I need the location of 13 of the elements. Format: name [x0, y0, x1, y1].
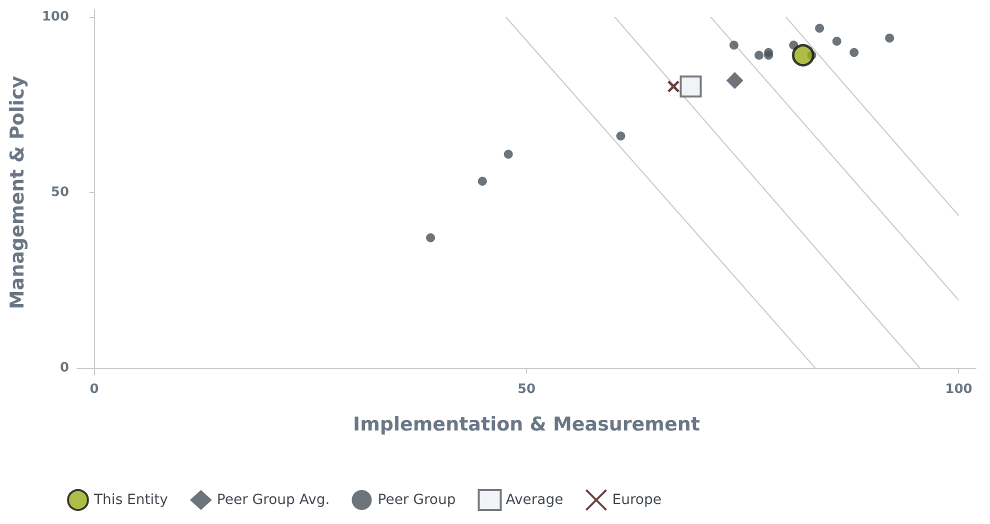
legend-label: This Entity: [93, 492, 168, 508]
legend-label: Peer Group: [378, 492, 456, 508]
y-tick-label: 100: [42, 10, 69, 25]
legend-label: Average: [506, 492, 564, 508]
x-axis-title: Implementation & Measurement: [353, 414, 700, 436]
y-tick-label: 50: [50, 185, 69, 200]
legend-label: Peer Group Avg.: [216, 492, 330, 508]
legend-label: Europe: [612, 492, 662, 508]
x-tick-label: 50: [517, 382, 536, 397]
y-tick-label: 0: [60, 360, 69, 376]
y-axis-title: Management & Policy: [6, 75, 28, 310]
x-tick-label: 100: [945, 382, 972, 397]
x-tick-label: 0: [90, 382, 99, 397]
